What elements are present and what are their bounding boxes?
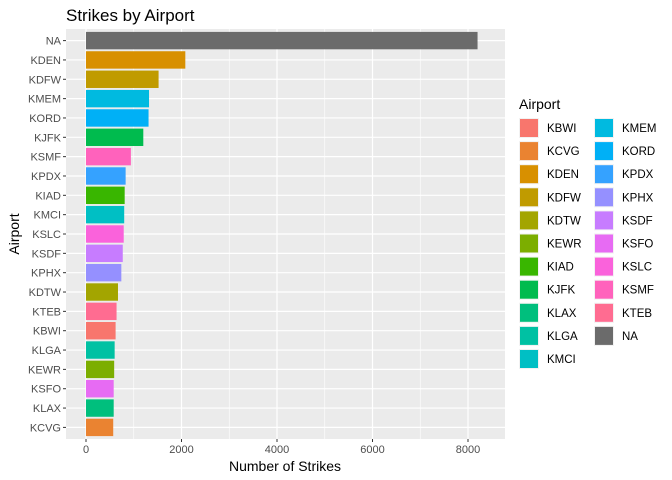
legend-label: NA (622, 331, 638, 343)
y-tick-label: KDTW (29, 287, 62, 299)
legend-label: KJFK (547, 285, 575, 297)
legend-swatch-kjfk (520, 280, 538, 299)
bar-kdfw (86, 70, 159, 88)
legend-swatch-ksfo (595, 234, 613, 253)
y-tick-label: KSMF (30, 152, 61, 164)
y-tick-label: KMEM (28, 94, 61, 106)
legend-swatch-kdfw (520, 188, 538, 207)
legend-swatch-kbwi (520, 119, 538, 137)
legend-swatch-kpdx (595, 165, 613, 184)
x-tick-label: 0 (83, 444, 89, 456)
legend-swatch-kphx (595, 188, 613, 207)
legend-swatch-kdtw (520, 211, 538, 230)
y-tick-label: KIAD (35, 190, 61, 202)
legend-label: KIAD (547, 262, 574, 274)
y-tick-label: KDFW (29, 74, 62, 86)
legend-label: KSFO (622, 239, 653, 251)
bar-kslc (86, 225, 124, 243)
y-axis-title: Airport (6, 213, 22, 254)
legend-swatch-kcvg (520, 142, 538, 161)
y-tick-label: KORD (29, 113, 61, 125)
y-tick-label: KBWI (33, 326, 61, 338)
bar-kmci (86, 205, 125, 224)
legend-label: KORD (622, 146, 655, 158)
legend-swatch-kmci (520, 350, 538, 368)
legend-swatch-kslc (595, 257, 613, 276)
y-tick-label: KLGA (32, 345, 62, 357)
x-tick-label: 8000 (456, 444, 480, 456)
bar-kdtw (86, 283, 118, 301)
legend-label: KLAX (547, 308, 577, 320)
legend-swatch-kord (595, 142, 613, 161)
x-tick-label: 4000 (265, 444, 289, 456)
legend-title: Airport (519, 96, 560, 112)
legend-swatch-na (595, 326, 613, 345)
legend-swatch-ksmf (595, 280, 613, 299)
bar-klga (86, 341, 115, 359)
legend-swatch-kteb (595, 303, 613, 322)
y-tick-label: KDEN (30, 55, 61, 67)
legend-label: KBWI (547, 123, 576, 135)
chart-title: Strikes by Airport (66, 6, 195, 25)
y-axis: NA KDEN KDFW KMEM KORD KJFK KSMF KPDX KIAD KMCI KS… (28, 36, 66, 434)
bar-ksdf (86, 244, 123, 263)
legend-label: KPDX (622, 169, 654, 181)
x-tick-label: 2000 (169, 444, 193, 456)
legend: Airport KBWI KCVG KDEN KDFW KDTW KEWR KIAD KJFK… (519, 96, 657, 369)
legend-label: KSMF (622, 285, 654, 297)
y-tick-label: KMCI (34, 210, 62, 222)
bar-na (86, 31, 478, 50)
y-tick-label: KSLC (32, 229, 61, 241)
bars (86, 31, 478, 437)
bar-kpdx (86, 167, 126, 185)
legend-swatch-kiad (520, 257, 538, 276)
bar-kiad (86, 186, 125, 205)
legend-label: KSLC (622, 262, 652, 274)
bar-kbwi (86, 321, 116, 340)
legend-label: KTEB (622, 308, 652, 320)
legend-label: KPHX (622, 192, 654, 204)
legend-swatch-ksdf (595, 211, 613, 230)
bar-kewr (86, 360, 115, 379)
x-axis: 0 2000 4000 6000 8000 (83, 439, 480, 456)
legend-swatch-kden (520, 165, 538, 184)
bar-kord (86, 109, 149, 127)
y-tick-label: KEWR (28, 364, 61, 376)
y-tick-label: KSDF (32, 248, 62, 260)
legend-label: KEWR (547, 239, 582, 251)
x-axis-title: Number of Strikes (229, 458, 341, 474)
y-tick-label: KJFK (34, 132, 62, 144)
bar-kphx (86, 263, 122, 282)
legend-label: KMEM (622, 123, 657, 135)
y-tick-label: KPHX (31, 268, 62, 280)
bar-kmem (86, 89, 150, 108)
legend-swatch-klga (520, 326, 538, 345)
y-tick-label: KCVG (30, 422, 61, 434)
y-tick-label: KSFO (31, 384, 61, 396)
legend-label: KSDF (622, 215, 653, 227)
bar-ksmf (86, 147, 131, 166)
legend-label: KDTW (547, 215, 581, 227)
bar-klax (86, 399, 114, 417)
bar-ksfo (86, 380, 114, 398)
legend-swatch-kmem (595, 119, 613, 137)
legend-label: KDFW (547, 192, 581, 204)
bar-kteb (86, 302, 117, 321)
y-tick-label: NA (46, 36, 62, 48)
legend-swatch-kewr (520, 234, 538, 253)
bar-kjfk (86, 128, 144, 147)
legend-label: KLGA (547, 331, 578, 343)
y-tick-label: KPDX (31, 171, 62, 183)
legend-label: KDEN (547, 169, 579, 181)
legend-label: KMCI (547, 354, 576, 366)
legend-label: KCVG (547, 146, 580, 158)
x-tick-label: 6000 (360, 444, 384, 456)
bar-kden (86, 51, 186, 69)
y-tick-label: KLAX (33, 403, 62, 415)
legend-swatch-klax (520, 303, 538, 322)
y-tick-label: KTEB (32, 306, 61, 318)
bar-kcvg (86, 418, 114, 437)
